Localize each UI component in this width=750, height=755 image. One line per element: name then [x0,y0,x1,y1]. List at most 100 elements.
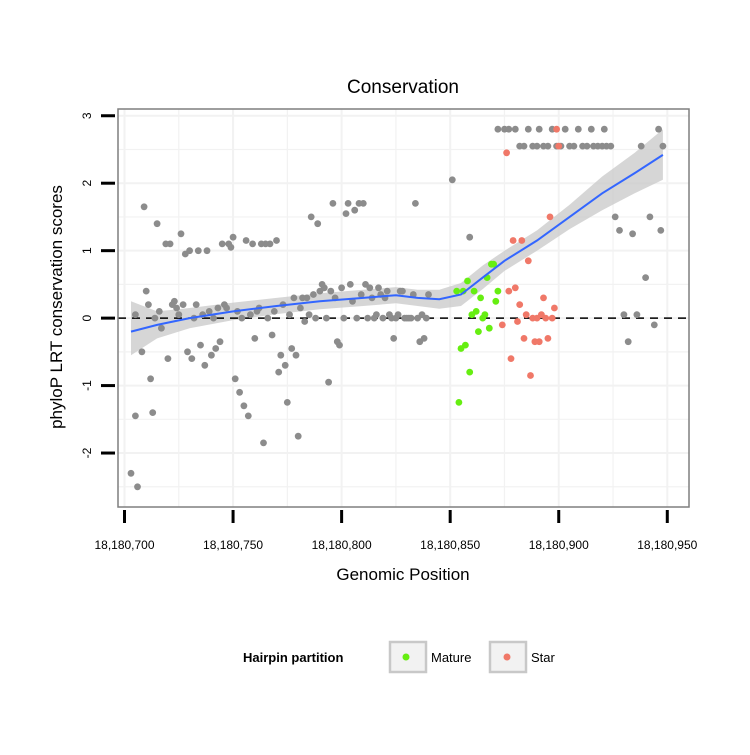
data-point-other [420,335,428,342]
data-point-other [346,281,354,288]
y-tick-label: -2 [80,447,94,458]
data-point-other [544,142,552,150]
data-point-other [147,375,155,383]
data-point-other [134,483,141,491]
data-point-other [155,308,163,315]
data-point-other [357,291,365,298]
legend-label-star: Star [531,650,556,665]
data-point-other [600,125,608,133]
data-point-other [574,125,582,133]
data-point-other [338,284,345,292]
x-axis-title: Genomic Position [336,565,469,584]
data-point-other [329,200,337,207]
data-point-star [553,125,560,133]
y-tick-label: -1 [80,380,94,391]
data-point-star [551,304,558,312]
data-point-other [216,338,224,346]
data-point-other [164,355,172,362]
legend-title: Hairpin partition [243,650,343,665]
data-point-other [145,301,152,308]
data-point-mature [494,287,502,295]
data-point-other [533,142,541,150]
data-point-other [286,311,293,319]
data-point-other [336,341,343,349]
data-point-other [399,287,406,295]
data-point-other [275,368,283,376]
x-tick-label: 18,180,900 [529,538,589,552]
data-point-other [340,314,348,322]
data-point-other [281,361,289,369]
data-point-star [503,149,510,157]
data-point-other [177,230,185,238]
data-point-other [244,412,252,420]
data-point-other [186,247,194,255]
data-point-other [351,206,359,214]
data-point-other [390,335,398,342]
data-point-other [260,439,267,447]
data-point-other [307,213,315,221]
data-point-other [570,142,578,150]
data-point-other [620,311,628,319]
data-point-mature [492,297,500,305]
data-point-other [240,402,248,410]
data-point-other [624,338,632,346]
data-point-other [305,311,313,319]
data-point-other [288,345,296,352]
data-point-mature [490,260,497,268]
data-point-other [149,409,157,416]
y-tick-label: 1 [80,247,94,254]
legend-dot-mature [402,653,410,661]
data-point-other [366,284,374,292]
data-point-other [132,311,139,319]
smooth-fit-line [130,154,664,333]
data-point-mature [455,399,463,406]
data-point-other [127,469,135,477]
data-point-star [535,338,543,346]
data-point-other [249,240,256,248]
plot-border [117,108,690,508]
data-point-other [192,301,200,308]
data-point-other [448,176,456,184]
data-point-other [223,304,231,312]
data-point-other [637,142,645,150]
data-point-other [184,348,191,356]
data-point-other [251,335,259,342]
data-point-other [229,233,237,241]
data-point-other [379,314,387,322]
data-point-other [142,287,150,295]
data-point-other [657,227,665,234]
data-point-other [194,247,202,255]
data-point-other [607,142,615,150]
data-point-other [138,348,146,356]
legend-key-star [488,640,528,674]
data-point-other [394,311,402,319]
data-point-other [629,230,636,238]
legend: Hairpin partition Mature Star [243,640,556,674]
data-point-other [320,284,328,292]
data-point-mature [475,328,482,335]
data-point-other [292,351,300,359]
chart-title: Conservation [347,77,459,98]
grid-lines [118,109,689,507]
smooth-line [130,154,664,333]
series-mature [453,260,502,406]
data-point-star [511,284,519,292]
data-point-other [166,240,174,248]
data-point-mature [459,287,467,295]
data-point-mature [481,311,489,319]
data-point-star [498,321,506,329]
data-point-other [359,200,367,207]
data-point-other [642,274,649,281]
data-point-other [659,142,667,150]
data-point-other [201,361,209,369]
data-point-star [514,318,521,325]
data-point-other [422,314,430,322]
data-point-star [505,287,513,295]
data-point-other [314,220,322,228]
data-point-other [227,243,235,251]
data-point-other [214,304,222,312]
data-point-other [655,125,662,133]
data-point-other [383,287,391,295]
data-point-star [507,355,515,362]
